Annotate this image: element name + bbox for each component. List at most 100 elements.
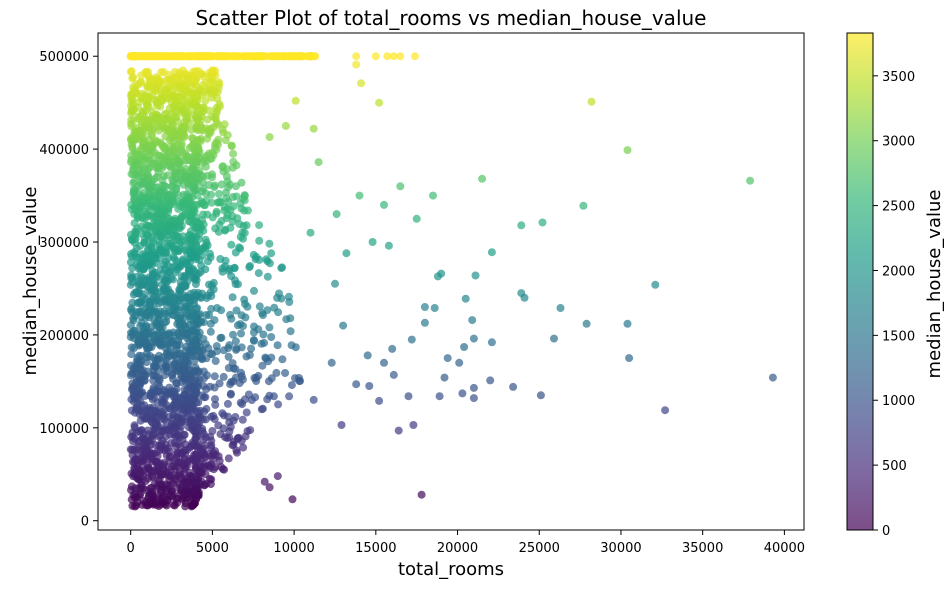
data-point: [218, 465, 227, 474]
data-point: [191, 462, 200, 471]
data-point: [170, 351, 179, 360]
data-point: [231, 248, 240, 257]
data-point: [211, 357, 220, 365]
data-point: [232, 161, 241, 170]
data-point: [190, 367, 199, 376]
data-point: [175, 101, 184, 110]
data-point: [536, 391, 545, 400]
data-point: [169, 236, 178, 245]
data-point: [213, 304, 222, 312]
data-point: [170, 52, 179, 61]
data-point: [355, 191, 364, 200]
data-point: [224, 352, 233, 361]
data-point: [288, 495, 297, 504]
data-point: [194, 103, 203, 111]
data-point: [469, 383, 478, 392]
colorbar-label: median_house_value: [924, 190, 945, 379]
data-point: [127, 140, 136, 149]
data-point: [157, 287, 165, 296]
data-point: [267, 249, 276, 258]
data-point: [342, 249, 351, 258]
data-point: [176, 366, 184, 375]
data-point: [152, 417, 161, 426]
data-point: [455, 358, 464, 367]
data-point: [157, 140, 166, 149]
data-point: [147, 52, 155, 61]
data-point: [198, 159, 207, 167]
data-point: [235, 379, 244, 388]
data-point: [134, 405, 143, 414]
data-point: [182, 96, 191, 105]
data-point: [170, 456, 179, 465]
data-point: [215, 100, 224, 109]
data-point: [156, 431, 164, 440]
data-point: [127, 432, 136, 441]
data-point: [176, 93, 185, 101]
data-point: [409, 421, 418, 429]
data-point: [135, 206, 144, 215]
data-point: [157, 52, 166, 61]
data-point: [228, 193, 237, 201]
data-point: [206, 288, 215, 297]
x-tick-label: 0: [127, 541, 135, 556]
data-point: [240, 395, 249, 404]
data-point: [228, 293, 237, 302]
data-point: [127, 95, 136, 104]
data-point: [211, 400, 220, 409]
data-point: [190, 299, 198, 308]
data-point: [173, 462, 181, 471]
data-point: [225, 341, 234, 350]
data-point: [460, 343, 469, 351]
data-point: [192, 276, 201, 285]
data-point: [127, 304, 136, 313]
data-point: [291, 96, 300, 105]
data-point: [208, 427, 217, 435]
data-point: [192, 388, 201, 397]
data-point: [187, 252, 196, 261]
x-tick-label: 30000: [600, 541, 641, 556]
data-point: [162, 114, 171, 123]
data-point: [187, 312, 196, 321]
colorbar-tick-label: 1500: [882, 329, 915, 344]
data-point: [273, 472, 282, 481]
data-point: [227, 240, 236, 249]
data-point: [352, 52, 361, 61]
data-point: [139, 107, 148, 116]
y-tick-label: 200000: [39, 329, 89, 344]
data-point: [411, 52, 419, 61]
data-point: [239, 443, 248, 452]
data-point: [199, 335, 208, 343]
data-point: [137, 222, 146, 231]
data-point: [198, 355, 207, 364]
data-point: [169, 311, 178, 320]
data-point: [219, 424, 228, 433]
data-point: [240, 191, 249, 200]
data-point: [202, 479, 211, 488]
data-point: [141, 338, 150, 347]
data-point: [176, 244, 185, 253]
data-point: [189, 234, 198, 243]
data-point: [193, 421, 202, 429]
data-point: [486, 376, 495, 385]
data-point: [154, 359, 163, 368]
data-point: [147, 453, 156, 462]
data-point: [200, 393, 209, 402]
data-point: [167, 386, 176, 395]
data-point: [153, 99, 162, 108]
data-point: [133, 498, 142, 506]
data-point: [306, 228, 315, 237]
data-point: [175, 158, 183, 167]
data-point: [161, 310, 170, 318]
data-point: [180, 274, 189, 283]
data-point: [327, 358, 336, 367]
data-point: [218, 125, 227, 134]
data-point: [517, 221, 526, 230]
data-point: [247, 344, 256, 353]
data-point: [174, 191, 183, 199]
data-point: [157, 328, 166, 336]
data-point: [174, 131, 183, 140]
data-point: [184, 479, 193, 488]
data-point: [154, 197, 163, 206]
y-axis-label: median_house_value: [20, 187, 41, 376]
data-point: [236, 320, 245, 329]
